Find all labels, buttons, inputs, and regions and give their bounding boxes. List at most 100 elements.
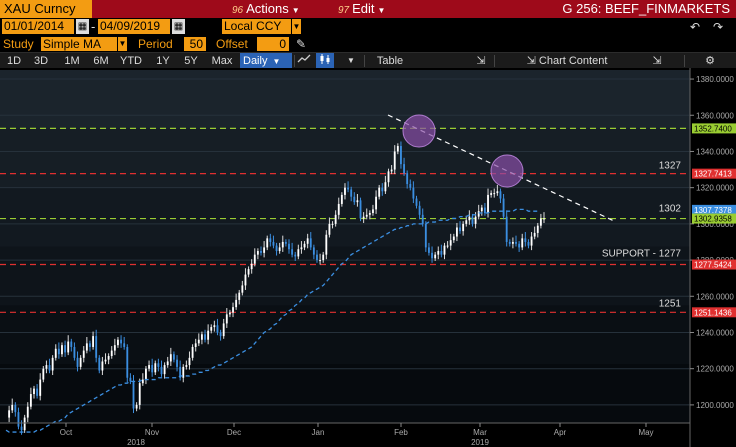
highlight-circles [402,114,524,188]
level-tag-label: 1327.7413 [694,170,732,179]
x-tick-label: May [638,428,653,437]
candle-body [166,361,169,366]
candle-body [104,359,107,362]
period-button-1y[interactable]: 1Y [156,55,170,67]
candle-body [11,404,14,411]
calendar-icon[interactable]: ▦ [172,19,185,34]
candle-body [145,368,147,380]
candle-body [188,357,191,366]
candle-body [340,194,343,204]
study-select[interactable]: Simple MA [41,37,117,51]
start-date-field[interactable]: 01/01/2014 [2,19,74,34]
background-band [0,246,690,306]
period-input[interactable]: 50 [184,37,206,51]
level-tag [692,259,736,270]
candle-body [176,359,178,367]
chevron-down-icon[interactable]: ▼ [117,37,127,51]
candle-body [396,146,399,152]
candle-body [79,357,82,367]
candle-body [347,187,350,190]
period-button-1m[interactable]: 1M [64,55,80,67]
pencil-icon[interactable]: ✎ [296,37,307,51]
candle-body [474,216,477,224]
chevron-down-icon[interactable]: ▼ [291,19,301,34]
actions-menu-label: Actions [246,1,289,16]
candle-body [539,218,542,226]
period-button-6m[interactable]: 6M [93,55,109,67]
edit-menu[interactable]: 97 Edit ▼ [338,0,385,18]
undo-icon[interactable]: ↶ [690,20,701,34]
y-tick-label: 1300.0000 [696,220,734,229]
y-tick-label: 1240.0000 [696,328,734,337]
candle-body [67,341,70,353]
candle-chart-icon[interactable] [316,53,334,69]
level-tag [692,168,736,179]
gear-icon[interactable]: ⚙ [705,55,715,67]
candle-body [312,247,315,255]
x-year-label: 2019 [471,438,489,447]
x-tick-label: Apr [554,428,567,437]
candle-body [300,247,303,250]
annotations: 1327 1302 SUPPORT - 1277 1251 [602,161,682,310]
candle-body [471,216,474,224]
candle-body [518,243,521,248]
end-date-field[interactable]: 04/09/2019 [98,19,170,34]
candle-body [222,323,225,337]
period-button-ytd[interactable]: YTD [120,55,142,67]
candle-body [524,238,527,242]
candle-body [487,194,489,214]
offset-input[interactable]: 0 [257,37,289,51]
candle-body [194,343,197,347]
redo-icon[interactable]: ↷ [713,20,724,34]
calendar-icon[interactable]: ▦ [76,19,89,34]
x-tick-label: Mar [473,428,487,437]
candle-body [328,223,331,235]
candle-body [219,332,222,337]
currency-field[interactable]: Local CCY [222,19,292,34]
security-field[interactable]: XAU Curncy [0,0,92,18]
background-band [0,128,690,189]
candle-body [73,346,76,358]
candle-body [14,404,17,413]
candle-body [101,361,104,371]
level-tag [692,204,736,215]
annotation-label: 1327 [659,161,682,172]
chart-content-button[interactable]: ⇲ Chart Content [512,53,622,69]
frequency-select[interactable]: Daily ▼ [240,53,292,69]
candle-body [409,184,412,188]
price-chart[interactable]: 1380.0000 1360.0000 1340.0000 1320.0000 1300… [0,68,736,447]
candle-body [210,327,213,331]
candle-body [113,345,116,351]
candle-body [309,238,312,248]
moving-average [5,208,538,433]
pin-icon[interactable]: ⇲ [652,55,662,67]
table-button[interactable]: Table [376,55,404,67]
level-tag-label: 1277.5424 [694,261,732,270]
period-button-3d[interactable]: 3D [33,55,49,67]
date-separator: - [91,19,96,34]
candle-body [42,368,45,380]
actions-menu-number: 96 [232,5,244,16]
chevron-down-icon: ▼ [272,57,281,66]
candle-body [110,350,113,357]
period-button-max[interactable]: Max [211,55,233,67]
candle-body [490,193,493,195]
candle-body [424,223,427,248]
candle-body [29,394,32,407]
chevron-down-icon[interactable]: ▼ [347,56,355,65]
line-chart-icon[interactable] [296,53,312,69]
candle-body [483,207,486,214]
actions-menu[interactable]: 96 Actions ▼ [232,0,300,18]
candle-body [350,189,353,197]
level-tag-label: 1352.7400 [694,124,732,133]
candle-body [511,241,514,244]
period-button-5y[interactable]: 5Y [184,55,198,67]
candle-body [191,346,194,358]
candle-body [51,357,54,371]
level-tag-label: 1302.9358 [694,215,732,224]
pin-icon[interactable]: ⇲ [476,55,486,67]
period-button-1d[interactable]: 1D [6,55,22,67]
frequency-label: Daily [243,55,268,67]
candle-body [154,363,157,373]
candle-body [89,343,91,347]
